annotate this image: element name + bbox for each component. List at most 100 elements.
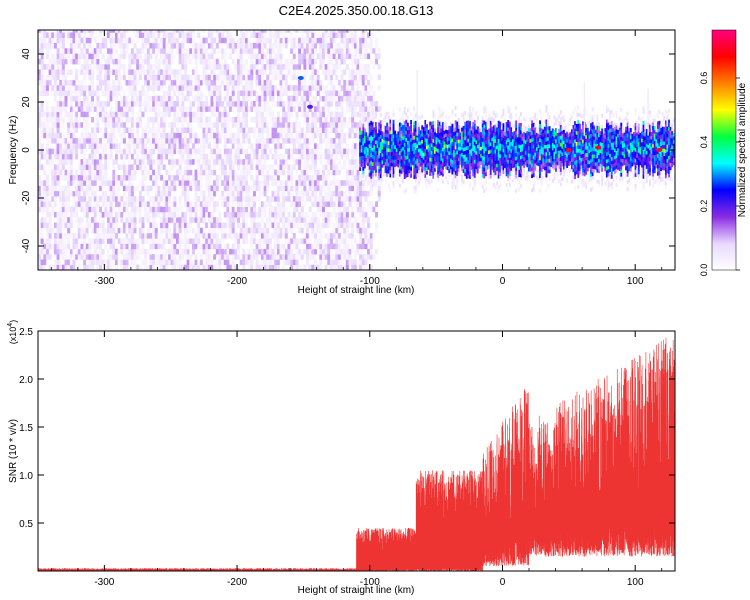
heatmap-cell [324,259,328,266]
heatmap-cell [96,85,100,91]
heatmap-cell [40,106,44,112]
heatmap-cell [77,164,81,170]
heatmap-cell [343,69,347,75]
heatmap-cell [258,227,262,234]
heatmap-cell [237,42,241,49]
heatmap-cell [389,137,392,142]
heatmap-cell [160,233,164,239]
heatmap-cell [88,143,92,149]
heatmap-cell [351,259,355,266]
heatmap-cell [255,238,259,244]
heatmap-cell [109,153,113,160]
heatmap-cell [250,101,254,107]
heatmap-cell [335,48,339,54]
heatmap-cell [59,169,63,176]
heatmap-cell [316,74,320,81]
heatmap-cell [223,90,227,97]
heatmap-cell [306,211,310,218]
heatmap-cell [306,85,310,91]
heatmap-cell [292,148,296,155]
heatmap-cell [72,196,76,202]
heatmap-cell [144,53,148,60]
heatmap-cell [186,222,190,229]
heatmap-cell [152,201,156,207]
heatmap-cell [306,90,310,97]
heatmap-cell [242,101,246,107]
heatmap-cell [364,85,368,91]
heatmap-cell [314,201,317,207]
heatmap-cell [93,64,97,70]
heatmap-cell [308,53,312,60]
heatmap-cell [69,248,73,255]
heatmap-cell [125,206,129,213]
heatmap-cell [381,174,384,179]
heatmap-cell [122,106,126,112]
heatmap-cell [242,190,246,197]
heatmap-cell [72,180,76,186]
heatmap-cell [255,174,259,181]
heatmap-cell [223,53,227,60]
heatmap-cell [398,158,401,163]
heatmap-cell [176,217,179,223]
heatmap-cell [93,122,97,128]
heatmap-cell [72,106,76,112]
heatmap-cell [391,140,393,145]
heatmap-cell [205,143,209,149]
heatmap-cell [199,138,203,144]
heatmap-cell [85,233,89,239]
heatmap-cell [183,32,187,38]
heatmap-cell [237,53,241,60]
heatmap-cell [181,264,185,270]
heatmap-cell [165,85,169,91]
heatmap-cell [308,243,312,250]
heatmap-cell [345,217,349,223]
heatmap-cell [332,169,336,176]
heatmap-cell [379,105,382,110]
heatmap-cell [250,143,254,149]
heatmap-cell [162,106,166,112]
heatmap-cell [400,162,403,167]
heatmap-cell [45,132,49,139]
heatmap-cell [72,185,76,192]
heatmap-cell [56,111,60,118]
heatmap-cell [149,264,153,270]
heatmap-cell [321,164,325,170]
heatmap-cell [160,153,164,160]
heatmap-cell [258,74,262,81]
heatmap-cell [109,180,113,186]
heatmap-cell [149,143,153,149]
heatmap-cell [202,53,206,60]
heatmap-cell [197,180,201,186]
heatmap-cell [363,153,366,158]
heatmap-cell [360,173,363,178]
heatmap-cell [351,42,355,49]
heatmap-cell [362,181,365,186]
heatmap-cell [83,164,87,170]
heatmap-cell [88,79,92,86]
heatmap-cell [359,90,363,97]
heatmap-cell [43,64,47,70]
heatmap-cell [384,143,387,148]
heatmap-cell [239,243,243,250]
heatmap-cell [229,101,233,107]
heatmap-cell [402,168,405,173]
heatmap-cell [112,143,116,149]
heatmap-cell [314,148,317,155]
heatmap-cell [287,116,291,123]
heatmap-cell [314,190,317,197]
heatmap-cell [133,238,137,244]
heatmap-cell [306,254,310,260]
heatmap-cell [199,164,203,170]
heatmap-cell [104,206,108,213]
heatmap-cell [43,190,47,197]
heatmap-cell [170,101,174,107]
heatmap-cell [345,42,349,49]
heatmap-cell [381,163,384,168]
heatmap-cell [53,248,57,255]
heatmap-cell [363,146,366,151]
heatmap-cell [99,222,102,229]
heatmap-cell [133,42,137,49]
heatmap-cell [186,122,190,128]
heatmap-cell [234,116,238,123]
heatmap-cell [40,238,44,244]
